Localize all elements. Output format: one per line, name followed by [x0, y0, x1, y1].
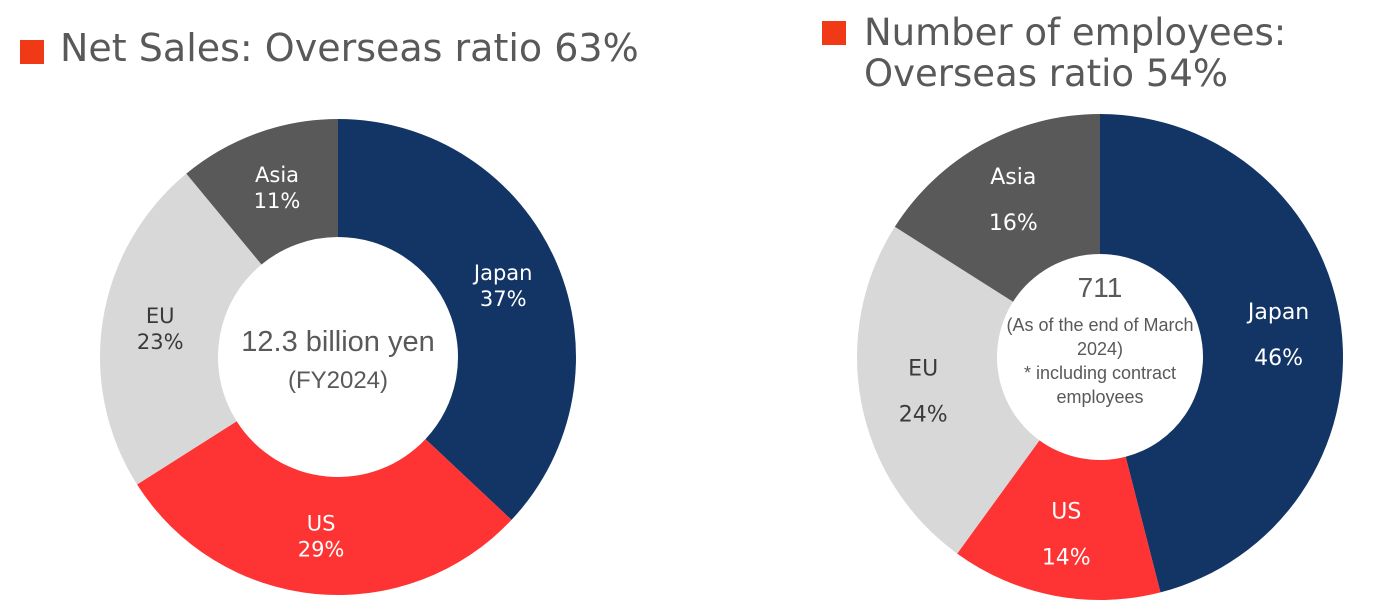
center-text-line: 12.3 billion yen [241, 326, 434, 358]
center-text-line: * including contract [1024, 363, 1176, 383]
slice-japan [338, 119, 577, 520]
slice-percent-eu: 24% [899, 402, 948, 427]
bullet-square-icon [20, 40, 44, 64]
slice-asia [186, 119, 338, 265]
slice-asia [894, 113, 1100, 302]
center-text-line: (FY2024) [288, 367, 388, 394]
slice-label-us: US [1051, 500, 1081, 525]
slice-label-eu: EU [908, 356, 938, 381]
center-text-line: 711 [1078, 272, 1123, 303]
slice-eu [856, 226, 1040, 554]
net-sales-title: Net Sales: Overseas ratio 63% [20, 26, 639, 70]
slice-percent-japan: 46% [1254, 346, 1303, 371]
slice-label-asia: Asia [255, 163, 299, 187]
bullet-square-icon [822, 21, 846, 45]
slice-us [957, 440, 1161, 600]
center-text-line: (As of the end of March [1006, 315, 1193, 335]
employees-donut-chart: Japan 46% US 14% EU 24% Asia 16% 711 (As of the e… [856, 113, 1343, 600]
slice-label-asia: Asia [990, 165, 1036, 190]
slice-percent-eu: 23% [137, 330, 184, 354]
slice-label-eu: EU [146, 304, 175, 328]
chart-title-line: Overseas ratio 54% [864, 52, 1229, 96]
slice-percent-japan: 37% [480, 287, 527, 311]
slice-percent-asia: 16% [989, 211, 1038, 236]
center-text-line: 2024) [1077, 339, 1123, 359]
slice-japan [1100, 114, 1343, 593]
slice-us [137, 421, 512, 595]
slice-percent-us: 29% [298, 538, 345, 562]
employees-title: Number of employees: Overseas ratio 54% [822, 12, 1286, 95]
slice-label-japan: Japan [472, 261, 533, 285]
chart-title-line: Net Sales: Overseas ratio 63% [60, 26, 639, 70]
chart-title: Net Sales: Overseas ratio 63% [60, 26, 639, 70]
slice-percent-asia: 11% [254, 189, 301, 213]
slice-percent-us: 14% [1042, 546, 1091, 571]
slice-label-us: US [307, 512, 336, 536]
slice-eu [99, 173, 262, 485]
center-text-line: employees [1056, 387, 1143, 407]
chart-title: Number of employees: Overseas ratio 54% [864, 12, 1286, 95]
chart-title-line: Number of employees: [864, 11, 1287, 54]
slice-label-japan: Japan [1246, 300, 1309, 325]
